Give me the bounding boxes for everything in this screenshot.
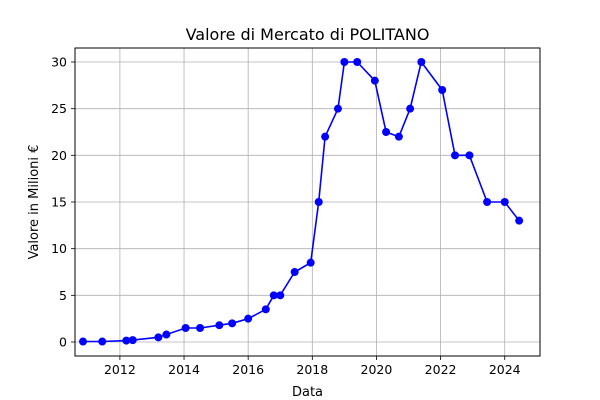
data-point xyxy=(162,330,171,339)
x-tick-label: 2016 xyxy=(232,362,264,377)
data-point xyxy=(515,216,524,225)
data-point xyxy=(465,151,474,160)
data-point xyxy=(483,198,492,206)
y-tick-label: 25 xyxy=(51,101,67,116)
data-point xyxy=(290,268,299,276)
y-tick-label: 30 xyxy=(51,55,67,70)
data-point xyxy=(500,198,509,206)
y-axis-ticks: 0 5 10 15 20 25 30 xyxy=(51,55,75,350)
y-tick-label: 5 xyxy=(59,288,67,303)
data-point xyxy=(451,151,460,160)
data-point xyxy=(321,132,330,141)
y-tick-label: 20 xyxy=(51,148,67,163)
data-point xyxy=(128,336,137,345)
grid-lines xyxy=(75,48,540,356)
data-point xyxy=(370,76,379,85)
data-point xyxy=(276,291,285,300)
data-point xyxy=(353,58,362,66)
data-point xyxy=(196,324,205,332)
data-point xyxy=(306,258,315,267)
data-point xyxy=(215,321,224,330)
data-point xyxy=(394,132,403,141)
y-tick-label: 10 xyxy=(51,241,67,256)
data-point xyxy=(438,86,447,94)
data-point xyxy=(244,314,253,323)
data-point xyxy=(228,319,237,328)
data-point xyxy=(154,333,163,342)
data-point xyxy=(417,58,426,66)
plot-area xyxy=(79,58,524,346)
data-point xyxy=(181,324,190,332)
data-point xyxy=(382,128,391,136)
data-point xyxy=(79,337,88,346)
x-tick-label: 2020 xyxy=(361,362,393,377)
data-point xyxy=(98,337,107,346)
x-tick-label: 2014 xyxy=(168,362,200,377)
x-axis-ticks: 2012 2014 2016 2018 2020 2022 2024 xyxy=(104,356,521,377)
x-tick-label: 2012 xyxy=(104,362,136,377)
data-point xyxy=(333,104,342,113)
x-tick-label: 2024 xyxy=(489,362,521,377)
x-tick-label: 2018 xyxy=(296,362,328,377)
x-tick-label: 2022 xyxy=(425,362,457,377)
chart-title: Valore di Mercato di POLITANO xyxy=(186,25,430,44)
data-point xyxy=(340,58,349,66)
data-point xyxy=(269,291,278,300)
data-point xyxy=(122,336,131,345)
data-point xyxy=(261,305,270,314)
x-axis-label: Data xyxy=(292,385,323,400)
y-axis-label: Valore in Milioni € xyxy=(27,145,42,260)
y-tick-label: 15 xyxy=(51,195,67,210)
data-point xyxy=(314,198,323,206)
y-tick-label: 0 xyxy=(59,335,67,350)
data-point xyxy=(406,104,415,113)
